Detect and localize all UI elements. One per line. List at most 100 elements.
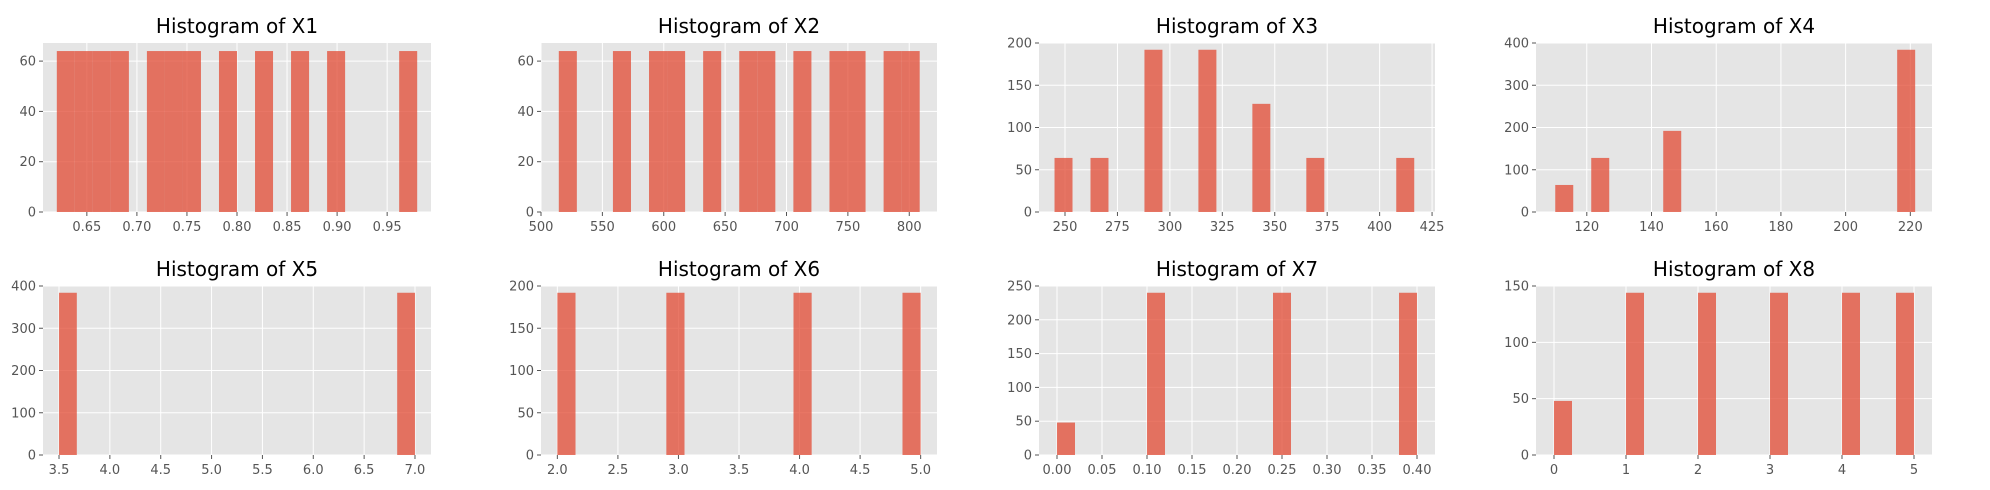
y-tick-label: 400 [11,280,36,295]
x-tick-label: 425 [1420,220,1445,235]
histogram-bar [327,51,346,212]
histogram-bar [1144,49,1163,213]
x-tick-label: 3 [1766,463,1774,478]
histogram-bar [397,292,415,455]
histogram-x3: 0 50 100 150 200 250 275 300 325 350 375 400 425 Hist… [1007,14,1444,235]
histogram-bar [59,292,77,455]
y-tick-label: 50 [1015,415,1032,430]
histogram-bar [901,51,920,212]
y-tick-label: 300 [11,322,36,337]
y-tick-label: 0 [28,449,36,464]
histogram-bar [1842,292,1860,455]
x-tick-label: 3.5 [49,463,70,478]
y-tick-label: 100 [1504,336,1529,351]
y-tick-label: 0 [1521,449,1529,464]
histogram-bar [557,292,576,455]
y-tick-label: 150 [1007,347,1032,362]
x-tick-label: 6.0 [303,463,324,478]
histogram-bar [902,292,921,455]
histogram-bar [1399,292,1417,455]
x-tick-label: 120 [1574,220,1599,235]
x-tick-label: 300 [1157,220,1182,235]
x-tick-label: 140 [1639,220,1664,235]
x-tick-label: 650 [713,220,738,235]
histogram-bar [146,51,165,212]
histogram-bar [612,51,631,212]
y-tick-label: 100 [509,364,534,379]
x-tick-label: 0.35 [1358,463,1387,478]
y-tick-label: 200 [1007,313,1032,328]
histogram-bar [558,51,577,212]
histogram-bar [1252,103,1271,212]
y-tick-label: 20 [19,155,36,170]
x-tick-label: 375 [1315,220,1340,235]
x-tick-label: 3.0 [668,463,689,478]
histogram-bar [1591,157,1610,212]
x-tick-label: 4 [1838,463,1846,478]
histogram-bar [399,51,418,212]
y-tick-label: 250 [1007,280,1032,295]
histogram-bar [92,51,111,212]
x-tick-label: 0.10 [1133,463,1162,478]
histogram-bar [1663,130,1682,212]
y-tick-label: 60 [517,55,534,70]
histogram-bar [110,51,129,212]
x-tick-label: 800 [897,220,922,235]
histogram-bar [883,51,902,212]
y-tick-label: 50 [1512,392,1529,407]
x-tick-label: 5 [1910,463,1918,478]
histogram-bar [667,51,686,212]
x-tick-label: 2.0 [547,463,568,478]
histogram-bar [1057,422,1075,455]
y-tick-label: 200 [509,280,534,295]
histogram-bar [1396,157,1415,212]
y-tick-label: 50 [517,406,534,421]
x-tick-label: 0.00 [1043,463,1072,478]
x-tick-label: 550 [590,220,615,235]
x-tick-label: 0.15 [1178,463,1207,478]
y-tick-label: 150 [1007,79,1032,94]
histogram-bar [829,51,848,212]
histogram-x4: 0 100 200 300 400 120 140 160 180 200 220 Histogram… [1504,14,1932,235]
chart-title: Histogram of X2 [658,14,820,38]
histogram-bar [1896,292,1914,455]
x-tick-label: 180 [1768,220,1793,235]
y-tick-label: 20 [517,155,534,170]
chart-title: Histogram of X5 [156,257,318,281]
histogram-bar [1554,400,1572,455]
x-tick-label: 0.90 [323,220,352,235]
x-tick-label: 0.65 [72,220,101,235]
histogram-x7: 0 50 100 150 200 250 0.00 0.05 0.10 0.15 0.20 0.25 0… [1007,257,1435,478]
x-tick-label: 5.0 [910,463,931,478]
histogram-x2: 0 20 40 60 500 550 600 650 700 750 800 Histogram of… [517,14,937,235]
y-tick-label: 40 [19,105,36,120]
histogram-bar [1090,157,1109,212]
x-tick-label: 0.30 [1313,463,1342,478]
histogram-bar [703,51,722,212]
x-tick-label: 0.80 [223,220,252,235]
y-tick-label: 100 [11,406,36,421]
histogram-bar [218,51,237,212]
x-tick-label: 750 [835,220,860,235]
chart-title: Histogram of X8 [1653,257,1815,281]
chart-title: Histogram of X1 [156,14,318,38]
histogram-x6: 0 50 100 150 200 2.0 2.5 3.0 3.5 4.0 4.5 5.0 Histogr… [509,257,937,478]
x-tick-label: 0.20 [1223,463,1252,478]
x-tick-label: 275 [1105,220,1130,235]
x-tick-label: 3.5 [729,463,750,478]
x-tick-label: 0 [1550,463,1558,478]
x-tick-label: 400 [1367,220,1392,235]
x-tick-label: 0.75 [172,220,201,235]
histogram-bar [739,51,758,212]
histogram-bar [1198,49,1217,213]
histogram-bar [1698,292,1716,455]
x-tick-label: 2.5 [608,463,629,478]
histogram-bar [649,51,668,212]
x-tick-label: 200 [1833,220,1858,235]
y-tick-label: 100 [1504,163,1529,178]
histogram-bar [847,51,866,212]
y-tick-label: 0 [1024,206,1032,221]
y-tick-label: 200 [1007,37,1032,52]
histogram-bar [1770,292,1788,455]
chart-title: Histogram of X3 [1156,14,1318,38]
